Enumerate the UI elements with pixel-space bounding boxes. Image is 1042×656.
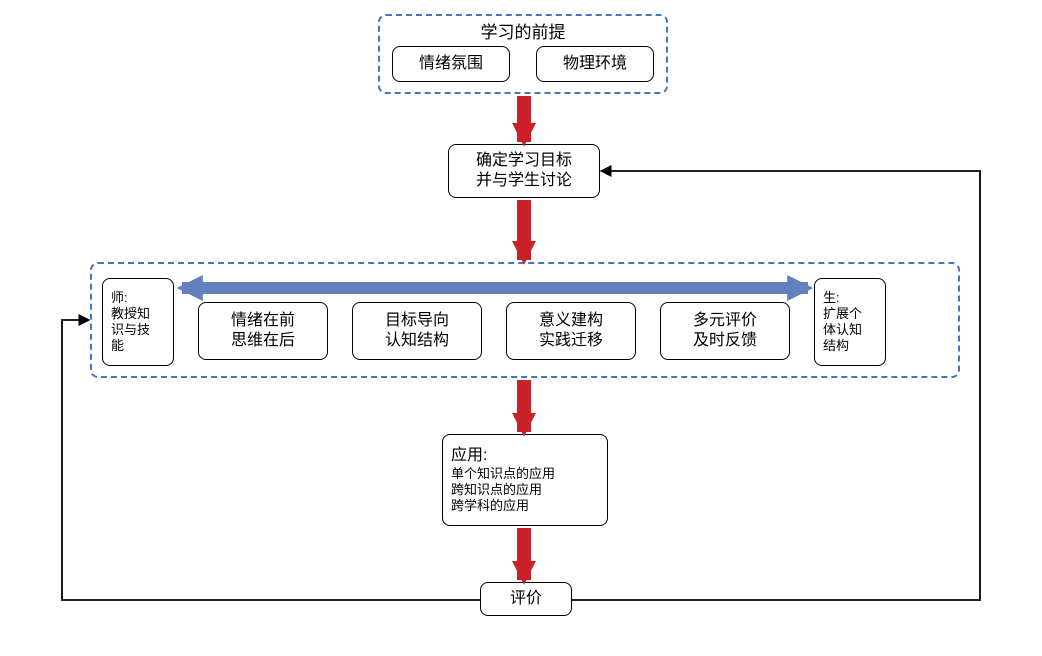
node-l3: 能	[111, 338, 124, 354]
node-label: 物理环境	[563, 54, 627, 74]
node-label: 评价	[510, 589, 542, 609]
node-l1: 扩展个	[823, 306, 862, 322]
node-evaluate: 评价	[480, 582, 572, 616]
node-physical-environment: 物理环境	[536, 46, 654, 82]
node-principle-1: 情绪在前 思维在后	[198, 302, 328, 360]
node-line1: 确定学习目标	[476, 151, 572, 171]
node-l1: 单个知识点的应用	[451, 466, 555, 482]
node-head: 师:	[111, 290, 128, 306]
node-l3: 结构	[823, 338, 849, 354]
node-principle-3: 意义建构 实践迁移	[506, 302, 636, 360]
node-line1: 意义建构	[539, 311, 603, 331]
node-line2: 并与学生讨论	[476, 171, 572, 191]
prerequisites-title: 学习的前提	[378, 18, 668, 43]
node-principle-4: 多元评价 及时反馈	[660, 302, 790, 360]
node-l2: 识与技	[111, 322, 150, 338]
node-line2: 思维在后	[231, 331, 295, 351]
node-line2: 及时反馈	[693, 331, 757, 351]
node-line2: 实践迁移	[539, 331, 603, 351]
node-l2: 跨知识点的应用	[451, 482, 542, 498]
node-head: 生:	[823, 290, 840, 306]
node-application: 应用: 单个知识点的应用 跨知识点的应用 跨学科的应用	[442, 434, 608, 526]
node-line2: 认知结构	[385, 331, 449, 351]
node-line1: 情绪在前	[231, 311, 295, 331]
node-l3: 跨学科的应用	[451, 498, 529, 514]
node-emotional-atmosphere: 情绪氛围	[392, 46, 510, 82]
node-line1: 多元评价	[693, 311, 757, 331]
node-define-goal: 确定学习目标 并与学生讨论	[448, 144, 600, 198]
node-l1: 教授知	[111, 306, 150, 322]
node-head: 应用:	[451, 446, 487, 466]
node-teacher: 师: 教授知 识与技 能	[102, 278, 174, 366]
node-student: 生: 扩展个 体认知 结构	[814, 278, 886, 366]
node-l2: 体认知	[823, 322, 862, 338]
node-line1: 目标导向	[385, 311, 449, 331]
node-principle-2: 目标导向 认知结构	[352, 302, 482, 360]
node-label: 情绪氛围	[419, 54, 483, 74]
